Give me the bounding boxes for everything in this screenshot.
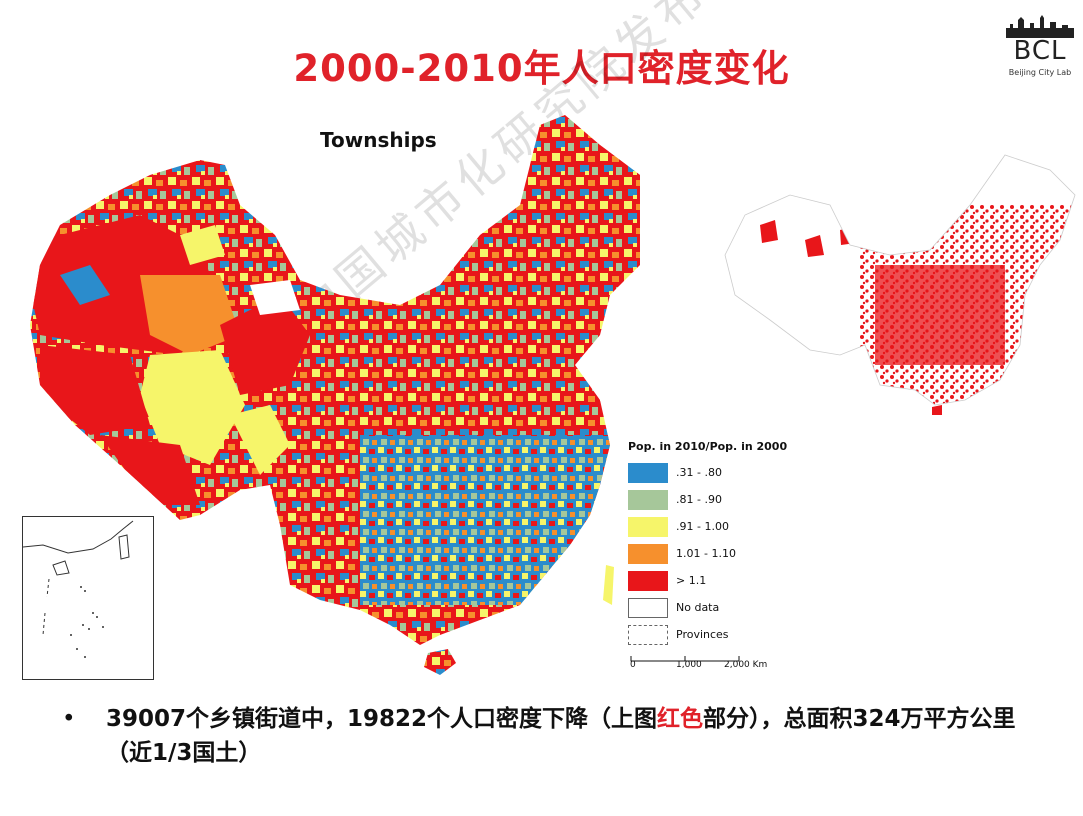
legend-label: .81 - .90: [676, 493, 722, 506]
slide-title: 2000-2010年人口密度变化: [293, 47, 790, 90]
scale-bar-line: [630, 656, 740, 662]
scale-tick-label: 0: [630, 660, 636, 670]
south-china-sea-inset: [22, 516, 154, 680]
legend-swatch: [628, 570, 668, 591]
legend-item: 1.01 - 1.10: [628, 540, 788, 567]
bullet-part2: 部分），总面积324万平方公里（近1/3国土）: [106, 706, 1016, 766]
scale-bar: 0 1,000 2,000 Km: [630, 656, 790, 680]
legend-item: .91 - 1.00: [628, 513, 788, 540]
legend-swatch: [628, 462, 668, 483]
legend-label: Provinces: [676, 628, 729, 641]
legend-label: No data: [676, 601, 720, 614]
legend-swatch: [628, 489, 668, 510]
map-legend: Pop. in 2010/Pop. in 2000 .31 - .80 .81 …: [628, 440, 788, 648]
inset-map: [22, 520, 134, 658]
bullet-highlight: 红色: [657, 706, 704, 732]
decline-reference-map: [724, 154, 1076, 415]
legend-item: No data: [628, 594, 788, 621]
legend-title: Pop. in 2010/Pop. in 2000: [628, 440, 788, 453]
legend-label: > 1.1: [676, 574, 707, 587]
legend-label: .31 - .80: [676, 466, 722, 479]
legend-item: Provinces: [628, 621, 788, 648]
legend-item: .81 - .90: [628, 486, 788, 513]
logo-subtitle: Beijing City Lab: [1008, 68, 1072, 77]
legend-label: 1.01 - 1.10: [676, 547, 736, 560]
scale-tick-label: 2,000 Km: [724, 660, 768, 670]
scale-tick-label: 1,000: [676, 660, 702, 670]
map-caption: Townships: [320, 128, 437, 152]
logo-text: BCL: [1013, 36, 1067, 66]
bullet-part1: 39007个乡镇街道中，19822个人口密度下降（上图: [106, 706, 658, 732]
legend-label: .91 - 1.00: [676, 520, 729, 533]
bcl-logo: BCL Beijing City Lab: [1004, 14, 1076, 82]
legend-item: .31 - .80: [628, 459, 788, 486]
bullet-text: 39007个乡镇街道中，19822个人口密度下降（上图红色部分），总面积324万…: [106, 702, 1046, 770]
bullet-dot-icon: •: [62, 706, 76, 732]
china-township-map: [30, 115, 640, 675]
legend-item: > 1.1: [628, 567, 788, 594]
legend-swatch: [628, 516, 668, 537]
legend-swatch: [628, 624, 668, 645]
legend-swatch: [628, 543, 668, 564]
skyline-icon: [1006, 15, 1074, 38]
legend-swatch: [628, 597, 668, 618]
